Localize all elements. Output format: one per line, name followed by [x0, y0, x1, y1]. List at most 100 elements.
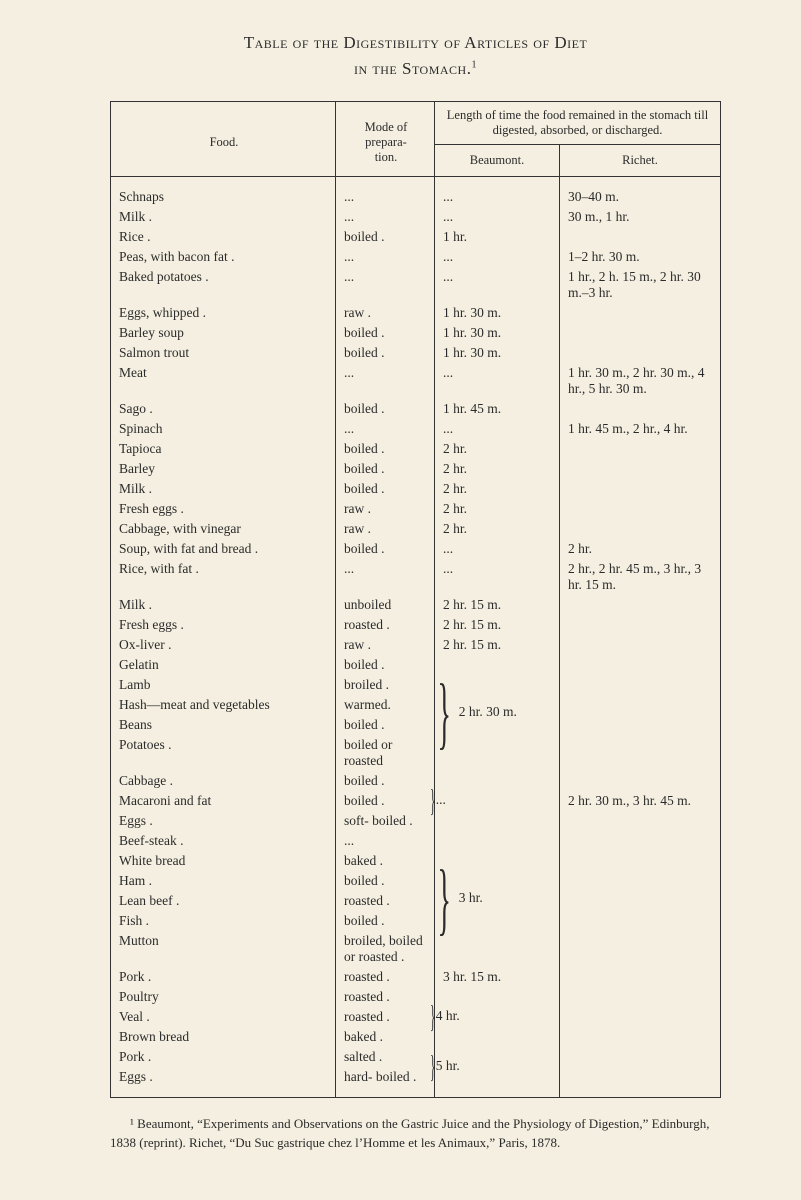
cell-food: Macaroni and fat	[111, 791, 336, 811]
cell-richet: 1 hr. 30 m., 2 hr. 30 m., 4 hr., 5 hr. 3…	[560, 363, 721, 399]
digestibility-table: Food. Mode ofprepara-tion. Length of tim…	[110, 101, 721, 1098]
cell-food: Meat	[111, 363, 336, 399]
cell-mode: roasted .	[336, 615, 435, 635]
cell-food: Hash—meat and vegetables	[111, 695, 336, 715]
cell-richet-group	[560, 1047, 721, 1087]
table-row: Tapiocaboiled .2 hr.	[111, 439, 720, 459]
cell-beaumont-group: } 2 hr. 30 m.	[435, 655, 560, 771]
title-line-1: Table of the Digestibility of Articles o…	[244, 33, 588, 52]
cell-beaumont: 2 hr.	[435, 479, 560, 499]
cell-food: Milk .	[111, 479, 336, 499]
table-row: Ox-liver .raw .2 hr. 15 m.	[111, 635, 720, 655]
cell-food: Eggs, whipped .	[111, 303, 336, 323]
table-row: Poultryroasted .} 4 hr.	[111, 987, 720, 1007]
cell-mode: broiled, boiled or roasted .	[336, 931, 435, 967]
cell-beaumont: ...	[435, 207, 560, 227]
cell-mode: ...	[336, 267, 435, 303]
cell-food: Rice, with fat .	[111, 559, 336, 595]
table-row: Gelatinboiled .} 2 hr. 30 m.	[111, 655, 720, 675]
title-footnote-mark: 1	[471, 60, 477, 71]
cell-food: Soup, with fat and bread .	[111, 539, 336, 559]
cell-mode: boiled .	[336, 715, 435, 735]
cell-mode: ...	[336, 831, 435, 851]
cell-food: Rice .	[111, 227, 336, 247]
cell-richet	[560, 459, 721, 479]
cell-food: Pork .	[111, 967, 336, 987]
table-row: Pork .roasted .3 hr. 15 m.	[111, 967, 720, 987]
cell-food: Schnaps	[111, 187, 336, 207]
cell-mode: boiled .	[336, 343, 435, 363]
cell-beaumont: ...	[435, 247, 560, 267]
cell-beaumont: 3 hr. 15 m.	[435, 967, 560, 987]
cell-beaumont-group: } 5 hr.	[435, 1047, 560, 1087]
table-row: Barleyboiled .2 hr.	[111, 459, 720, 479]
cell-mode: boiled .	[336, 459, 435, 479]
cell-beaumont: 2 hr. 15 m.	[435, 635, 560, 655]
header-length: Length of time the food remained in the …	[435, 102, 721, 145]
cell-richet: 2 hr.	[560, 539, 721, 559]
cell-mode: baked .	[336, 851, 435, 871]
cell-mode: ...	[336, 559, 435, 595]
cell-richet: 30 m., 1 hr.	[560, 207, 721, 227]
cell-food: Veal .	[111, 1007, 336, 1027]
cell-beaumont: 1 hr. 30 m.	[435, 303, 560, 323]
table-row: Fresh eggs .raw .2 hr.	[111, 499, 720, 519]
table-row: Eggs, whipped .raw .1 hr. 30 m.	[111, 303, 720, 323]
cell-mode: raw .	[336, 303, 435, 323]
cell-mode: hard- boiled .	[336, 1067, 435, 1087]
table-row: Rice .boiled .1 hr.	[111, 227, 720, 247]
cell-mode: boiled .	[336, 399, 435, 419]
cell-food: Tapioca	[111, 439, 336, 459]
cell-beaumont: 2 hr.	[435, 499, 560, 519]
cell-richet: 1–2 hr. 30 m.	[560, 247, 721, 267]
table-row: Peas, with bacon fat .......1–2 hr. 30 m…	[111, 247, 720, 267]
cell-richet-group	[560, 655, 721, 771]
table-row: Baked potatoes .......1 hr., 2 h. 15 m.,…	[111, 267, 720, 303]
header-richet: Richet.	[560, 144, 721, 176]
cell-richet: 2 hr., 2 hr. 45 m., 3 hr., 3 hr. 15 m.	[560, 559, 721, 595]
cell-food: Cabbage, with vinegar	[111, 519, 336, 539]
cell-food: Spinach	[111, 419, 336, 439]
table-row: Milk .unboiled2 hr. 15 m.	[111, 595, 720, 615]
cell-mode: raw .	[336, 499, 435, 519]
cell-food: Brown bread	[111, 1027, 336, 1047]
table-row: Milk .......30 m., 1 hr.	[111, 207, 720, 227]
cell-mode: boiled .	[336, 911, 435, 931]
cell-beaumont: 2 hr.	[435, 519, 560, 539]
cell-food: Lean beef .	[111, 891, 336, 911]
cell-richet: 1 hr., 2 h. 15 m., 2 hr. 30 m.–3 hr.	[560, 267, 721, 303]
cell-richet-group	[560, 831, 721, 967]
cell-mode: boiled .	[336, 439, 435, 459]
cell-mode: unboiled	[336, 595, 435, 615]
cell-richet	[560, 615, 721, 635]
cell-richet: 30–40 m.	[560, 187, 721, 207]
cell-mode: salted .	[336, 1047, 435, 1067]
cell-richet	[560, 479, 721, 499]
cell-richet-group	[560, 987, 721, 1047]
cell-richet	[560, 227, 721, 247]
cell-food: Ox-liver .	[111, 635, 336, 655]
cell-mode: boiled .	[336, 655, 435, 675]
cell-food: Fresh eggs .	[111, 499, 336, 519]
cell-mode: ...	[336, 187, 435, 207]
cell-food: Pork .	[111, 1047, 336, 1067]
cell-food: Potatoes .	[111, 735, 336, 771]
cell-food: Barley	[111, 459, 336, 479]
cell-richet	[560, 595, 721, 615]
cell-beaumont: 2 hr. 15 m.	[435, 595, 560, 615]
cell-mode: boiled .	[336, 539, 435, 559]
cell-beaumont-group: } 4 hr.	[435, 987, 560, 1047]
table-row: Meat......1 hr. 30 m., 2 hr. 30 m., 4 hr…	[111, 363, 720, 399]
cell-beaumont: 2 hr.	[435, 439, 560, 459]
cell-mode: raw .	[336, 635, 435, 655]
cell-richet-group: 2 hr. 30 m., 3 hr. 45 m.	[560, 771, 721, 831]
cell-mode: warmed.	[336, 695, 435, 715]
table-row: Barley soupboiled .1 hr. 30 m.	[111, 323, 720, 343]
cell-richet	[560, 343, 721, 363]
table-row: Soup, with fat and bread .boiled ....2 h…	[111, 539, 720, 559]
cell-mode: raw .	[336, 519, 435, 539]
cell-mode: boiled .	[336, 323, 435, 343]
cell-richet	[560, 519, 721, 539]
cell-food: White bread	[111, 851, 336, 871]
cell-mode: roasted .	[336, 891, 435, 911]
